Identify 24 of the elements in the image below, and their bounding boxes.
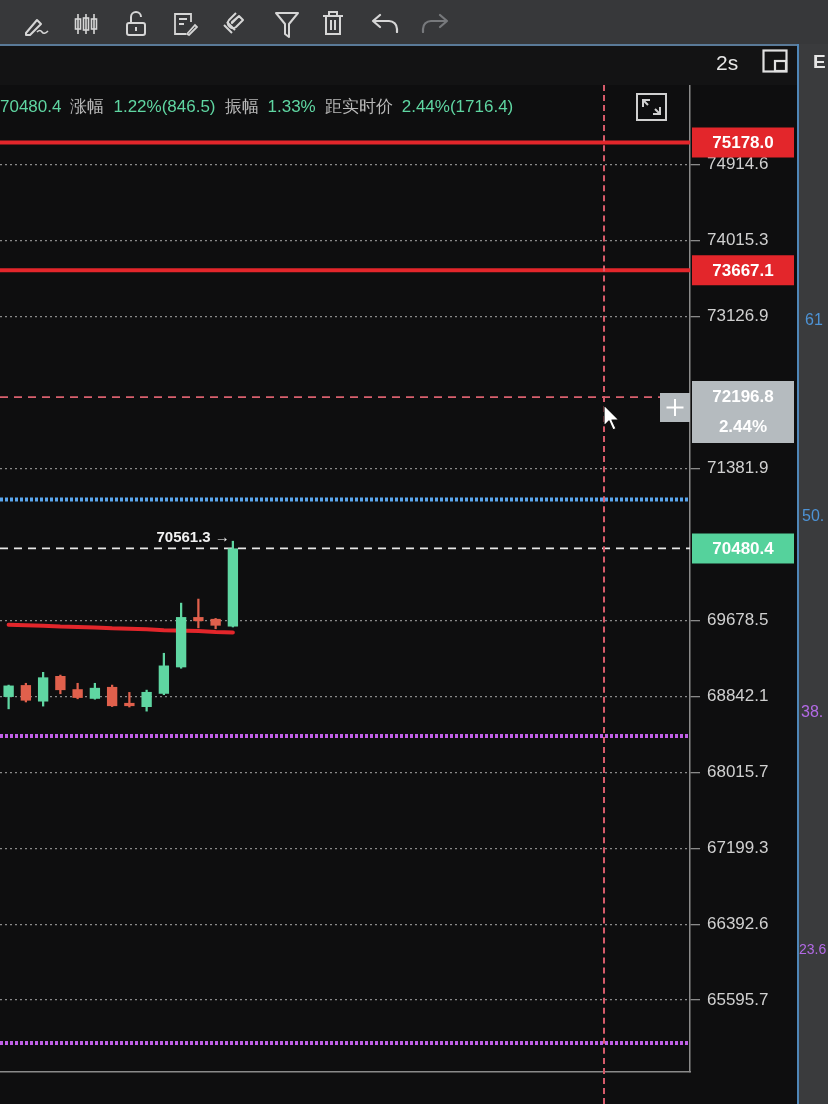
y-tick-label: 66392.6 [707, 913, 769, 933]
y-tick-label: 74914.6 [707, 154, 769, 174]
y-tick-label: 67199.3 [707, 837, 769, 857]
y-tick-label: 68842.1 [707, 686, 769, 705]
y-tick-label: 71381.9 [707, 458, 769, 478]
candlestick [124, 692, 135, 708]
ref-line-label: 73667.1 [712, 260, 774, 280]
text: 61 [805, 311, 823, 328]
ref-line-label: 75178.0 [712, 133, 774, 153]
text: 23.6 [799, 941, 827, 957]
ref-line-label: 72196.8 2.44% [712, 386, 774, 436]
text: 2s [716, 51, 739, 74]
candlestick [193, 598, 204, 629]
y-tick-label: 73126.9 [707, 306, 769, 326]
annotation: 70561.3 → [156, 528, 230, 546]
text: 38. [801, 703, 824, 720]
y-tick-label: 68015.7 [707, 761, 769, 781]
text: 50. [802, 507, 825, 524]
y-tick-label: 69678.5 [707, 610, 769, 630]
text: E [813, 51, 826, 72]
ref-line-label: 70480.4 [712, 539, 775, 559]
text: 70480.4 涨幅 1.22%(846.5) 振幅 1.33% 距实时价 2.44%(1716.4) [0, 97, 514, 116]
y-tick-label: 74015.3 [707, 230, 769, 250]
y-tick-label: 65595.7 [707, 989, 769, 1009]
